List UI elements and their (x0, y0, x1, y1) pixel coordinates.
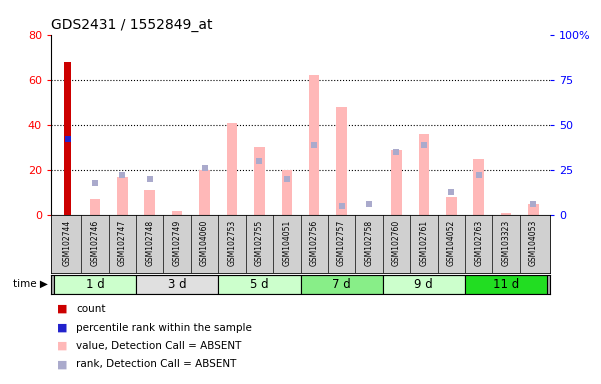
Text: GSM102744: GSM102744 (63, 220, 72, 266)
Text: GSM102755: GSM102755 (255, 220, 264, 266)
Text: GSM102756: GSM102756 (310, 220, 319, 266)
Bar (446, 197, 457, 215)
Bar (64, 62, 71, 215)
Text: GSM102761: GSM102761 (419, 220, 429, 266)
Text: 5 d: 5 d (250, 278, 269, 291)
Bar (117, 177, 127, 215)
Text: GDS2431 / 1552849_at: GDS2431 / 1552849_at (51, 18, 213, 32)
Text: GSM102758: GSM102758 (365, 220, 373, 266)
Text: GSM102749: GSM102749 (172, 220, 182, 266)
Bar (465, 275, 547, 294)
Text: GSM102760: GSM102760 (392, 220, 401, 266)
Bar (54, 275, 136, 294)
Text: GSM102748: GSM102748 (145, 220, 154, 266)
Text: rank, Detection Call = ABSENT: rank, Detection Call = ABSENT (76, 359, 237, 369)
Bar (391, 150, 401, 215)
Bar (300, 275, 383, 294)
Text: GSM104053: GSM104053 (529, 220, 538, 266)
Bar (337, 107, 347, 215)
Bar (144, 190, 155, 215)
Bar (254, 147, 264, 215)
Bar (281, 170, 292, 215)
Bar (200, 170, 210, 215)
Text: 1 d: 1 d (85, 278, 105, 291)
Text: GSM104051: GSM104051 (282, 220, 291, 266)
Text: count: count (76, 304, 106, 314)
Text: 7 d: 7 d (332, 278, 351, 291)
Text: ■: ■ (57, 304, 67, 314)
Bar (227, 122, 237, 215)
Text: ■: ■ (57, 323, 67, 333)
Bar (501, 213, 511, 215)
Text: 11 d: 11 d (493, 278, 519, 291)
Bar (218, 275, 300, 294)
Text: 9 d: 9 d (415, 278, 433, 291)
Bar (172, 210, 183, 215)
Text: GSM102747: GSM102747 (118, 220, 127, 266)
Bar (528, 204, 538, 215)
Text: ■: ■ (57, 359, 67, 369)
Text: GSM102763: GSM102763 (474, 220, 483, 266)
Text: 3 d: 3 d (168, 278, 186, 291)
Text: GSM104060: GSM104060 (200, 220, 209, 266)
Bar (418, 134, 429, 215)
Text: value, Detection Call = ABSENT: value, Detection Call = ABSENT (76, 341, 242, 351)
Text: percentile rank within the sample: percentile rank within the sample (76, 323, 252, 333)
Text: ■: ■ (57, 341, 67, 351)
Bar (309, 75, 320, 215)
Text: GSM102757: GSM102757 (337, 220, 346, 266)
Text: GSM102746: GSM102746 (90, 220, 99, 266)
Text: time ▶: time ▶ (13, 279, 48, 289)
Text: GSM103323: GSM103323 (502, 220, 511, 266)
Bar (90, 199, 100, 215)
Bar (474, 159, 484, 215)
Bar (136, 275, 218, 294)
Text: GSM104052: GSM104052 (447, 220, 456, 266)
Text: GSM102753: GSM102753 (228, 220, 236, 266)
Bar (383, 275, 465, 294)
